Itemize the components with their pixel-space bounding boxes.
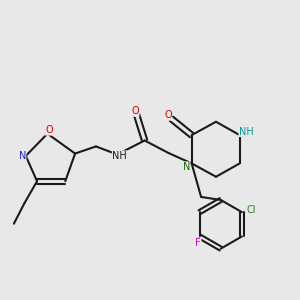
Text: O: O: [45, 125, 53, 135]
Text: NH: NH: [239, 127, 254, 136]
Text: F: F: [195, 238, 201, 248]
Text: Cl: Cl: [246, 205, 256, 215]
Text: NH: NH: [112, 151, 127, 161]
Text: O: O: [131, 106, 139, 116]
Text: N: N: [19, 151, 26, 161]
Text: O: O: [164, 110, 172, 120]
Text: N: N: [183, 162, 190, 172]
